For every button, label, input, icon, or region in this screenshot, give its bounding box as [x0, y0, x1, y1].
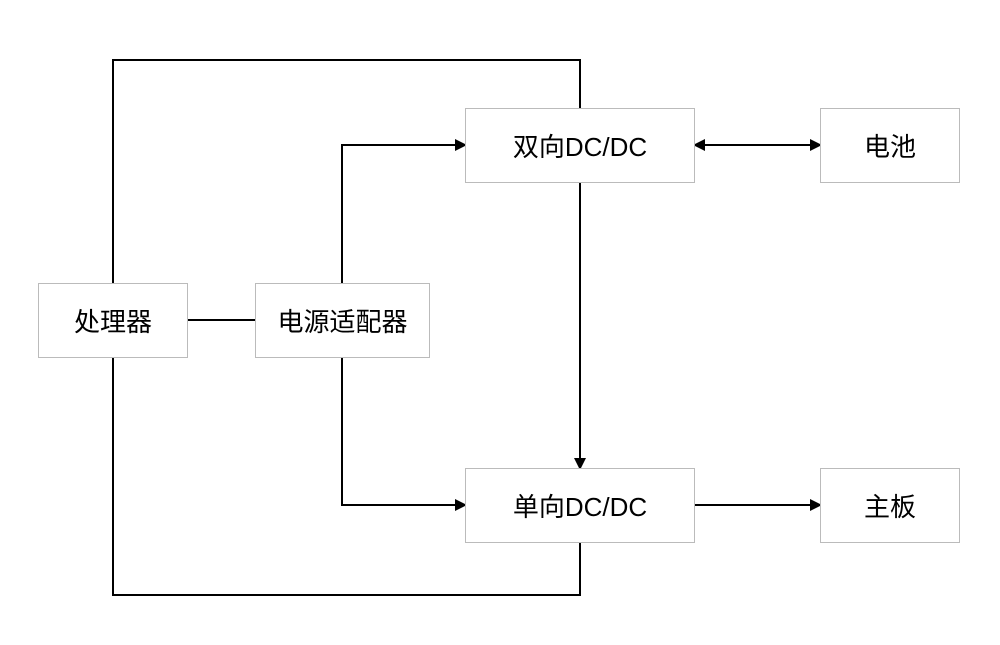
block-diagram: 处理器 电源适配器 双向DC/DC 单向DC/DC 电池 主板 [0, 0, 1000, 645]
node-unidir-dcdc-label: 单向DC/DC [513, 487, 647, 524]
edge-poweradapter-unidirdcdc [342, 358, 465, 505]
node-mainboard-label: 主板 [864, 487, 916, 524]
edge-poweradapter-bidirdcdc [342, 145, 465, 283]
node-battery-label: 电池 [864, 127, 916, 164]
node-bidir-dcdc: 双向DC/DC [465, 108, 695, 183]
node-battery: 电池 [820, 108, 960, 183]
node-processor-label: 处理器 [74, 302, 152, 339]
node-mainboard: 主板 [820, 468, 960, 543]
node-power-adapter-label: 电源适配器 [277, 302, 407, 339]
node-processor: 处理器 [38, 283, 188, 358]
node-power-adapter: 电源适配器 [255, 283, 430, 358]
node-unidir-dcdc: 单向DC/DC [465, 468, 695, 543]
node-bidir-dcdc-label: 双向DC/DC [513, 127, 647, 164]
